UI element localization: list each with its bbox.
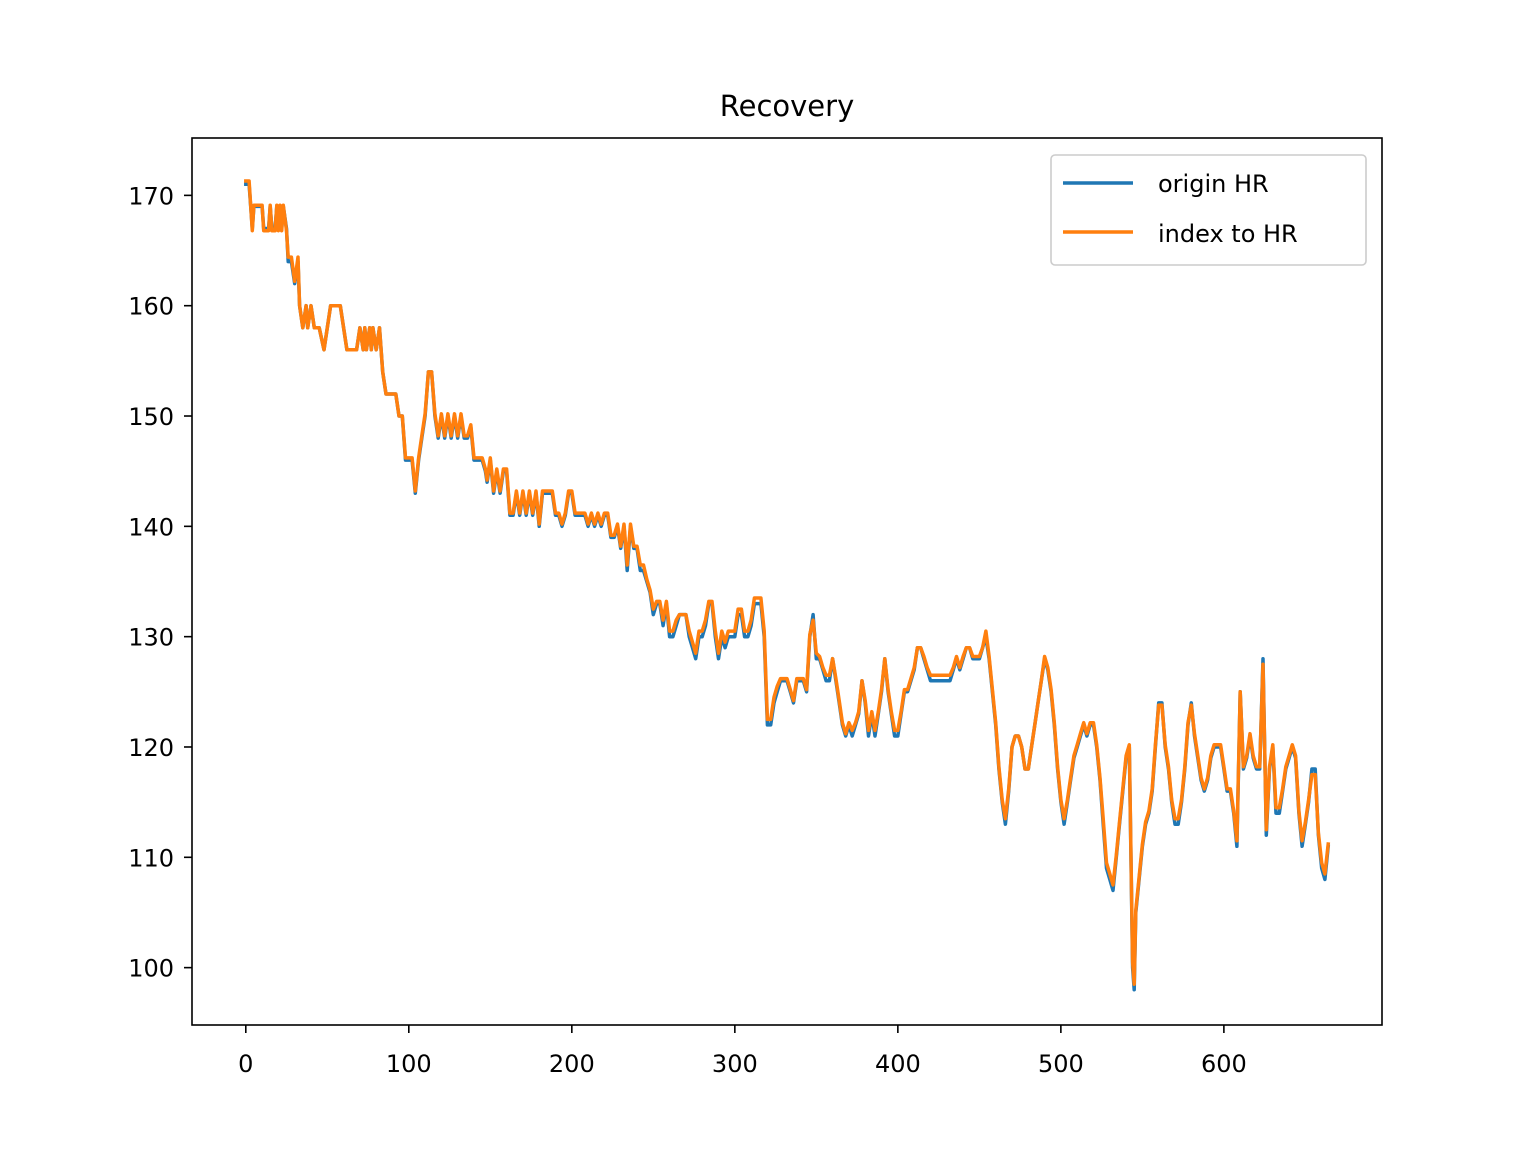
x-tick-label: 300 <box>712 1050 758 1078</box>
series-layer <box>244 179 1331 992</box>
y-tick-label: 130 <box>128 624 174 652</box>
y-axis: 100 110 120 130 140 150 160 170 <box>128 182 192 983</box>
chart-title: Recovery <box>720 89 854 123</box>
y-tick-label: 140 <box>128 513 174 541</box>
y-tick-label: 110 <box>128 844 174 872</box>
legend: origin HR index to HR <box>1050 154 1367 266</box>
plot-area <box>191 137 1383 1026</box>
axes-frame <box>191 137 1383 1026</box>
y-tick-label: 160 <box>128 293 174 321</box>
y-tick-label: 120 <box>128 734 174 762</box>
x-tick-label: 500 <box>1038 1050 1084 1078</box>
y-tick-label: 150 <box>128 403 174 431</box>
y-tick-label: 170 <box>128 182 174 210</box>
x-tick-label: 400 <box>875 1050 921 1078</box>
x-tick-label: 0 <box>238 1050 253 1078</box>
y-tick-label: 100 <box>128 955 174 983</box>
x-tick-label: 200 <box>549 1050 595 1078</box>
legend-label-origin-hr: origin HR <box>1158 170 1269 198</box>
x-axis: 0 100 200 300 400 500 600 <box>238 1025 1247 1078</box>
legend-label-index-to-hr: index to HR <box>1158 220 1298 248</box>
series-line-index-to-hr <box>244 179 1331 986</box>
x-tick-label: 100 <box>386 1050 432 1078</box>
x-tick-label: 600 <box>1201 1050 1247 1078</box>
